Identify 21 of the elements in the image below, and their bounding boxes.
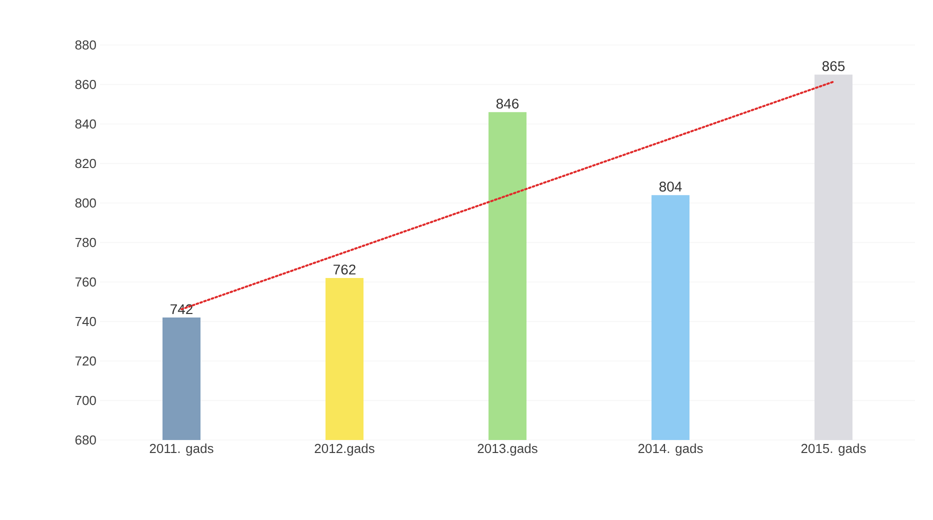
y-tick-label: 680 — [75, 435, 96, 445]
data-label: 865 — [822, 61, 845, 72]
x-tick-label: 2011. gads — [150, 444, 214, 456]
y-tick-label: 740 — [75, 316, 96, 326]
x-tick-label: 2012.gads — [314, 444, 374, 456]
x-tick-label: 2015. gads — [801, 444, 866, 456]
y-tick-label: 700 — [75, 396, 96, 406]
data-label: 804 — [659, 182, 682, 192]
y-tick-label: 860 — [75, 80, 96, 90]
y-tick-label: 840 — [75, 119, 96, 129]
y-tick-label: 880 — [75, 40, 96, 50]
data-label: 846 — [496, 98, 519, 109]
x-tick-label: 2014. gads — [638, 444, 703, 456]
y-tick-label: 820 — [75, 158, 96, 168]
y-tick-label: 720 — [75, 356, 96, 366]
data-label: 742 — [170, 304, 192, 314]
y-tick-label: 760 — [75, 277, 96, 287]
x-tick-label: 2013.gads — [478, 444, 538, 456]
y-tick-label: 780 — [75, 238, 96, 248]
y-tick-label: 800 — [75, 198, 96, 208]
data-label: 762 — [334, 264, 356, 275]
